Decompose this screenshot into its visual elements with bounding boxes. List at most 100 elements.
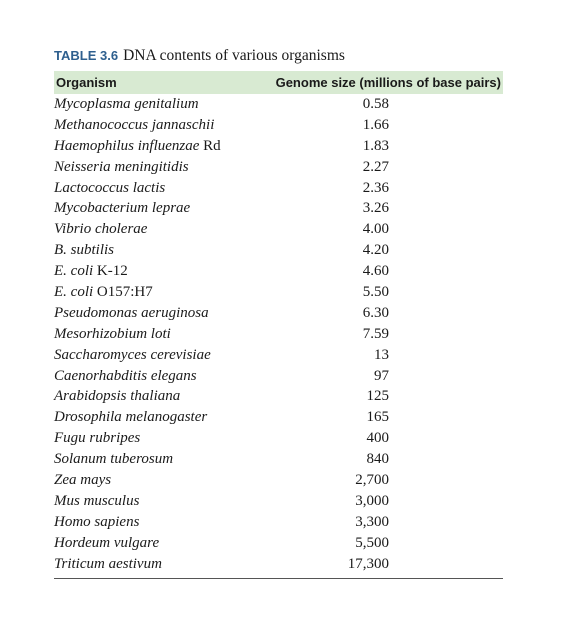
organism-species: Pseudomonas aeruginosa [54, 304, 209, 321]
organism-name: Drosophila melanogaster [54, 409, 314, 426]
organism-name: Mycobacterium leprae [54, 200, 314, 217]
organism-species: Mus musculus [54, 492, 140, 509]
organism-species: Haemophilus influenzae [54, 137, 200, 154]
organism-species: Vibrio cholerae [54, 221, 148, 238]
genome-size-value: 2.36 [362, 179, 389, 196]
genome-size-value: 3,300 [355, 513, 389, 530]
organism-species: Mycobacterium leprae [54, 200, 191, 217]
genome-size-value: 4.00 [362, 221, 389, 238]
organism-species: Saccharomyces cerevisiae [54, 346, 211, 363]
organism-species: E. coli [54, 263, 94, 280]
table-row: Mycoplasma genitalium 0.58 [54, 94, 503, 115]
organism-name: Lactococcus lactis [54, 180, 314, 197]
organism-name: Neisseria meningitidis [54, 159, 314, 176]
organism-species: Mycoplasma genitalium [54, 95, 199, 112]
table-row: Saccharomyces cerevisiae 13 [54, 345, 503, 366]
genome-size-value: 5,500 [355, 534, 389, 551]
genome-size-value: 2,700 [355, 471, 389, 488]
organism-species: B. subtilis [54, 242, 115, 259]
organism-species: Neisseria meningitidis [54, 158, 189, 175]
table-header-row: Organism Genome size (millions of base p… [54, 71, 503, 94]
dna-contents-table: TABLE 3.6 DNA contents of various organis… [54, 45, 503, 580]
organism-name: Haemophilus influenzae Rd [54, 138, 314, 155]
organism-name: Saccharomyces cerevisiae [54, 347, 314, 364]
organism-species: Drosophila melanogaster [54, 409, 208, 426]
table-body: Mycoplasma genitalium 0.58 Methanococcus j… [54, 94, 503, 580]
table-caption: TABLE 3.6 DNA contents of various organis… [54, 45, 503, 67]
table-row: B. subtilis 4.20 [54, 240, 503, 261]
organism-name: E. coli O157:H7 [54, 284, 314, 301]
genome-size-value: 4.60 [362, 263, 389, 280]
table-row: Solanum tuberosum 840 [54, 449, 503, 470]
header-genome-size: Genome size (millions of base pairs) [275, 75, 501, 90]
table-row: Homo sapiens 3,300 [54, 512, 503, 533]
organism-strain: Rd [199, 137, 221, 154]
genome-size-value: 0.58 [362, 95, 389, 112]
genome-size-value: 165 [366, 409, 390, 426]
table-row: Pseudomonas aeruginosa 6.30 [54, 303, 503, 324]
genome-size-value: 5.50 [362, 283, 389, 300]
table-label: TABLE 3.6 [54, 48, 119, 63]
organism-name: Solanum tuberosum [54, 451, 314, 468]
organism-species: Arabidopsis thaliana [54, 388, 181, 405]
organism-name: Methanococcus jannaschii [54, 117, 314, 134]
table-row: Arabidopsis thaliana 125 [54, 386, 503, 407]
header-organism: Organism [56, 75, 117, 90]
organism-species: Homo sapiens [54, 513, 140, 530]
table-row: E. coli O157:H7 5.50 [54, 282, 503, 303]
organism-species: Zea mays [54, 471, 112, 488]
table-row: Mus musculus 3,000 [54, 491, 503, 512]
organism-species: Methanococcus jannaschii [54, 116, 215, 133]
organism-name: Vibrio cholerae [54, 221, 314, 238]
organism-species: Triticum aestivum [54, 555, 162, 572]
organism-species: Solanum tuberosum [54, 451, 174, 468]
genome-size-value: 840 [366, 451, 390, 468]
genome-size-value: 13 [374, 346, 389, 363]
table-row: Caenorhabditis elegans 97 [54, 366, 503, 387]
organism-name: Hordeum vulgare [54, 535, 314, 552]
genome-size-value: 3,000 [355, 492, 389, 509]
table-row: Hordeum vulgare 5,500 [54, 533, 503, 554]
table-row: Methanococcus jannaschii 1.66 [54, 115, 503, 136]
genome-size-value: 2.27 [362, 158, 389, 175]
organism-name: Pseudomonas aeruginosa [54, 305, 314, 322]
table-row: Mycobacterium leprae 3.26 [54, 198, 503, 219]
organism-name: Mycoplasma genitalium [54, 96, 314, 113]
genome-size-value: 6.30 [362, 304, 389, 321]
genome-size-value: 125 [366, 388, 390, 405]
organism-name: Fugu rubripes [54, 430, 314, 447]
organism-name: Homo sapiens [54, 514, 314, 531]
organism-species: Lactococcus lactis [54, 179, 166, 196]
table-row: Mesorhizobium loti 7.59 [54, 324, 503, 345]
table-row: Lactococcus lactis 2.36 [54, 178, 503, 199]
organism-name: Zea mays [54, 472, 314, 489]
organism-name: B. subtilis [54, 242, 314, 259]
organism-species: Hordeum vulgare [54, 534, 160, 551]
genome-size-value: 1.66 [362, 116, 389, 133]
table-row: Fugu rubripes 400 [54, 428, 503, 449]
organism-name: Arabidopsis thaliana [54, 388, 314, 405]
table-row: E. coli K-12 4.60 [54, 261, 503, 282]
table-row: Drosophila melanogaster 165 [54, 407, 503, 428]
table-row: Zea mays 2,700 [54, 470, 503, 491]
organism-strain: K-12 [93, 263, 128, 280]
organism-species: Fugu rubripes [54, 430, 141, 447]
organism-strain: O157:H7 [93, 283, 153, 300]
genome-size-value: 400 [366, 430, 390, 447]
table-title: DNA contents of various organisms [123, 47, 345, 64]
organism-name: Triticum aestivum [54, 556, 314, 573]
table-row: Triticum aestivum 17,300 [54, 554, 503, 575]
genome-size-value: 17,300 [347, 555, 389, 572]
organism-name: Caenorhabditis elegans [54, 368, 314, 385]
organism-name: E. coli K-12 [54, 263, 314, 280]
organism-name: Mesorhizobium loti [54, 326, 314, 343]
genome-size-value: 3.26 [362, 200, 389, 217]
organism-species: Caenorhabditis elegans [54, 367, 197, 384]
genome-size-value: 1.83 [362, 137, 389, 154]
table-row: Vibrio cholerae 4.00 [54, 219, 503, 240]
genome-size-value: 7.59 [362, 325, 389, 342]
table-row: Haemophilus influenzae Rd 1.83 [54, 136, 503, 157]
genome-size-value: 4.20 [362, 242, 389, 259]
organism-species: E. coli [54, 283, 94, 300]
table-row: Neisseria meningitidis 2.27 [54, 157, 503, 178]
